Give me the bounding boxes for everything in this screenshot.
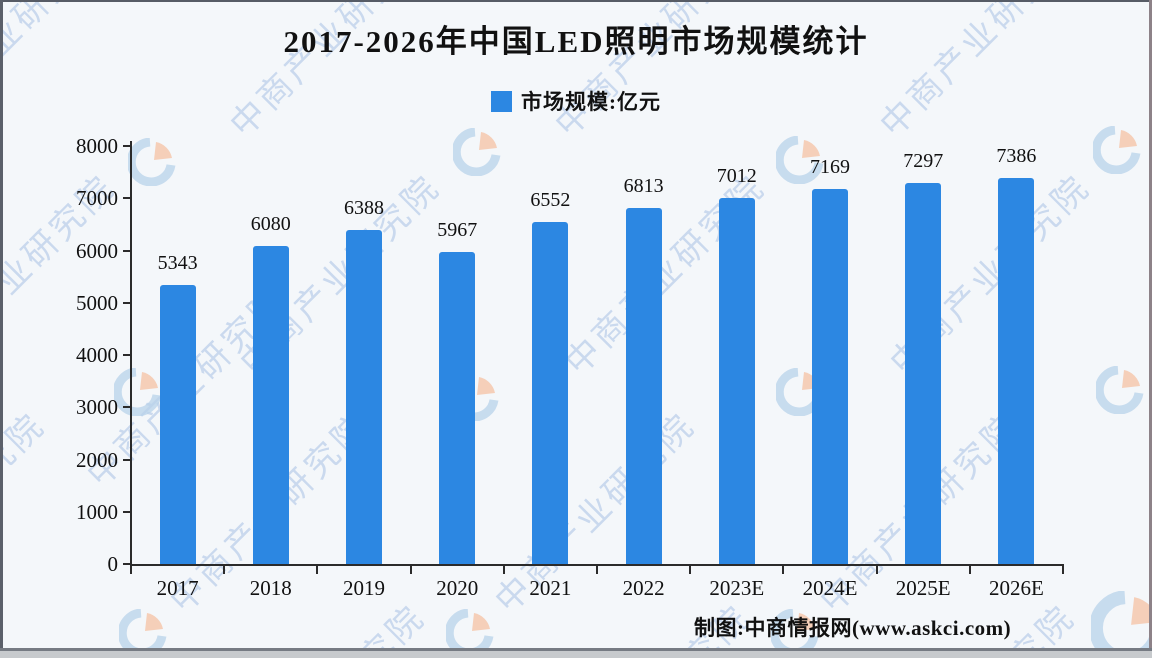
bar (625, 208, 662, 564)
y-axis-tick-label: 5000 (76, 290, 118, 315)
y-axis-tick-label: 2000 (76, 447, 118, 472)
y-axis-tick-label: 1000 (76, 499, 118, 524)
bar-value-label: 6080 (250, 213, 291, 236)
bar-value-label: 6813 (623, 175, 664, 198)
bar-value-label: 7386 (996, 145, 1037, 168)
x-axis-category-label: 2019 (343, 576, 385, 600)
x-axis-tick (689, 566, 692, 574)
x-axis-category-label: 2024E (802, 576, 858, 600)
x-axis-category-label: 2026E (988, 576, 1044, 600)
x-axis-category-label: 2022 (622, 576, 665, 600)
legend-label: 市场规模:亿元 (521, 90, 661, 114)
bar (532, 221, 569, 564)
x-axis-tick (596, 566, 598, 574)
frame-border-bottom (0, 648, 1152, 651)
y-axis-tick-label: 7000 (76, 186, 118, 211)
bar (346, 230, 382, 564)
bar (812, 189, 848, 564)
y-axis-tick (123, 458, 131, 461)
y-axis-line (130, 141, 132, 566)
y-axis-tick (123, 563, 131, 565)
bar-value-label: 6552 (530, 188, 571, 211)
x-axis-category-label: 2020 (436, 576, 479, 600)
y-axis-tick (123, 354, 131, 356)
y-axis-tick (123, 301, 131, 304)
x-axis-tick (968, 566, 971, 574)
bar (252, 246, 289, 564)
y-axis-tick (123, 510, 131, 513)
x-axis-tick (782, 566, 785, 574)
x-axis-tick (223, 566, 226, 574)
x-axis-tick (316, 566, 319, 574)
x-axis-category-label: 2025E (895, 576, 951, 600)
x-axis-tick (875, 566, 878, 574)
x-axis-category-label: 2021 (529, 576, 572, 600)
x-axis-category-label: 2017 (156, 576, 199, 600)
frame-border-top (0, 0, 1152, 2)
bar-value-label: 6388 (344, 197, 384, 220)
y-axis-tick (123, 406, 131, 409)
bar (998, 178, 1035, 564)
chart-title: 2017-2026年中国LED照明市场规模统计 (283, 24, 869, 59)
frame-bottom-strip (0, 651, 1152, 658)
bar (718, 197, 755, 564)
x-axis-line (130, 564, 1064, 566)
x-axis-category-label: 2023E (709, 576, 765, 600)
bar-value-label: 7297 (903, 149, 944, 172)
legend: 市场规模:亿元 (0, 86, 1152, 116)
y-axis-tick-label: 0 (107, 552, 119, 576)
y-axis-tick (123, 249, 131, 252)
y-axis-tick-label: 4000 (76, 343, 118, 367)
x-axis-tick (1062, 566, 1064, 574)
x-axis-category-label: 2018 (249, 576, 292, 600)
frame-border-right (1149, 0, 1152, 650)
footer-credit: 制图:中商情报网(www.askci.com) (694, 616, 1012, 640)
y-axis-tick (123, 197, 131, 200)
bar-value-label: 7012 (716, 164, 757, 187)
frame-border-left (0, 0, 3, 650)
x-axis-tick (409, 566, 412, 574)
bar-value-label: 5343 (157, 251, 198, 274)
y-axis-tick-label: 6000 (76, 238, 118, 263)
x-axis-tick (130, 566, 132, 574)
bar (905, 182, 942, 564)
x-axis-tick (502, 566, 505, 574)
legend-swatch-icon (491, 90, 512, 112)
bar (439, 252, 476, 564)
bar (159, 284, 196, 564)
y-axis-tick (123, 145, 131, 147)
y-axis-tick-label: 8000 (76, 134, 118, 158)
bar-value-label: 5967 (437, 219, 478, 242)
bar-value-label: 7169 (810, 156, 850, 179)
y-axis-tick-label: 3000 (76, 395, 118, 420)
